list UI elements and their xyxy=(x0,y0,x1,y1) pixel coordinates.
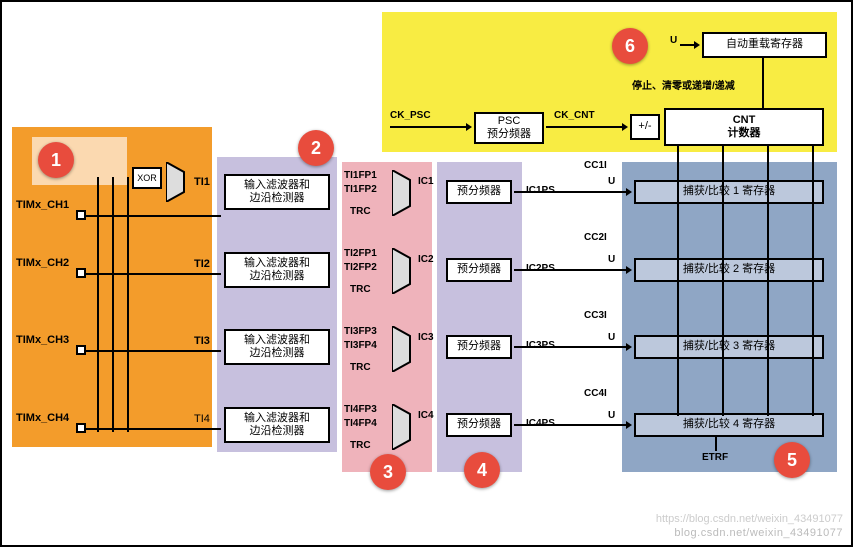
ck-psc-label: CK_PSC xyxy=(390,110,431,121)
ti4fp4: TI4FP4 xyxy=(344,418,377,429)
ch1-pin xyxy=(76,210,86,220)
ti4fp3: TI4FP3 xyxy=(344,404,377,415)
ti3-label: TI3 xyxy=(194,335,210,347)
filter-4: 输入滤波器和 边沿检测器 xyxy=(224,407,330,443)
ti1-label: TI1 xyxy=(194,176,210,188)
trc4: TRC xyxy=(350,440,371,451)
w-ch3 xyxy=(86,350,221,352)
trc3: TRC xyxy=(350,362,371,373)
ic1: IC1 xyxy=(418,176,434,187)
ch3-label: TIMx_CH3 xyxy=(16,334,69,346)
badge-6: 6 xyxy=(612,28,648,64)
presc-4: 预分频器 xyxy=(446,413,512,437)
a-ps3 xyxy=(514,346,630,348)
presc-3: 预分频器 xyxy=(446,335,512,359)
ti3fp3: TI3FP3 xyxy=(344,326,377,337)
filter-1: 输入滤波器和 边沿检测器 xyxy=(224,174,330,210)
ti1-mux xyxy=(166,162,190,202)
badge-3: 3 xyxy=(370,454,406,490)
cnt-box: CNT 计数器 xyxy=(664,108,824,146)
cc3i: CC3I xyxy=(584,310,607,321)
ch2-pin xyxy=(76,268,86,278)
presc-1: 预分频器 xyxy=(446,180,512,204)
mux-4 xyxy=(392,404,416,450)
ic3: IC3 xyxy=(418,332,434,343)
etrf: ETRF xyxy=(702,452,728,463)
pm-box: +/- xyxy=(630,114,660,140)
etrf-line xyxy=(715,437,717,451)
trc1: TRC xyxy=(350,206,371,217)
presc-2: 预分频器 xyxy=(446,258,512,282)
badge-4: 4 xyxy=(464,452,500,488)
u3: U xyxy=(608,332,615,343)
badge-2: 2 xyxy=(298,130,334,166)
cap-1: 捕获/比较 1 寄存器 xyxy=(634,180,824,204)
diagram-root: 自动重载寄存器 U 停止、清零或递增/递减 CK_PSC PSC 预分频器 CK… xyxy=(0,0,853,547)
u4: U xyxy=(608,410,615,421)
u-arr-arrow xyxy=(680,44,698,46)
cnt-v2 xyxy=(722,146,724,416)
mux-1 xyxy=(392,170,416,216)
ch3-pin xyxy=(76,345,86,355)
psc-box: PSC 预分频器 xyxy=(474,112,544,144)
cc2i: CC2I xyxy=(584,232,607,243)
xor-box: XOR xyxy=(132,167,162,189)
u-top: U xyxy=(670,35,677,46)
watermark: blog.csdn.net/weixin_43491077 xyxy=(674,527,843,539)
ti2fp1: TI2FP1 xyxy=(344,248,377,259)
arr-down xyxy=(762,58,764,108)
cap-2: 捕获/比较 2 寄存器 xyxy=(634,258,824,282)
ckcnt-arrow xyxy=(546,126,626,128)
trc2: TRC xyxy=(350,284,371,295)
badge-5: 5 xyxy=(774,442,810,478)
cap-3: 捕获/比较 3 寄存器 xyxy=(634,335,824,359)
cap-4: 捕获/比较 4 寄存器 xyxy=(634,413,824,437)
ch1-label: TIMx_CH1 xyxy=(16,199,69,211)
a-ps1 xyxy=(514,191,630,193)
ckpsc-arrow xyxy=(390,126,470,128)
u2: U xyxy=(608,254,615,265)
watermark-url: https://blog.csdn.net/weixin_43491077 xyxy=(656,513,843,525)
ti2-label: TI2 xyxy=(194,258,210,270)
mux-3 xyxy=(392,326,416,372)
arr-box: 自动重载寄存器 xyxy=(702,32,827,58)
ck-cnt-label: CK_CNT xyxy=(554,110,595,121)
cnt-v3 xyxy=(767,146,769,416)
mux-2 xyxy=(392,248,416,294)
ti1fp2: TI1FP2 xyxy=(344,184,377,195)
cnt-v1 xyxy=(677,146,679,416)
filter-2: 输入滤波器和 边沿检测器 xyxy=(224,252,330,288)
stop-label: 停止、清零或递增/递减 xyxy=(632,77,735,92)
badge-1: 1 xyxy=(38,142,74,178)
ti1fp1: TI1FP1 xyxy=(344,170,377,181)
cc4i: CC4I xyxy=(584,388,607,399)
u1: U xyxy=(608,176,615,187)
ch4-pin xyxy=(76,423,86,433)
w-ch2 xyxy=(86,273,221,275)
w-ch4 xyxy=(86,428,221,430)
w-ch1 xyxy=(86,215,221,217)
ic4: IC4 xyxy=(418,410,434,421)
cnt-v4 xyxy=(812,146,814,416)
ic2: IC2 xyxy=(418,254,434,265)
cc1i: CC1I xyxy=(584,160,607,171)
ch2-label: TIMx_CH2 xyxy=(16,257,69,269)
a-ps2 xyxy=(514,269,630,271)
ti2fp2: TI2FP2 xyxy=(344,262,377,273)
a-ps4 xyxy=(514,424,630,426)
ti3fp4: TI3FP4 xyxy=(344,340,377,351)
ti4-label: TI4 xyxy=(194,413,210,425)
filter-3: 输入滤波器和 边沿检测器 xyxy=(224,329,330,365)
ch4-label: TIMx_CH4 xyxy=(16,412,69,424)
